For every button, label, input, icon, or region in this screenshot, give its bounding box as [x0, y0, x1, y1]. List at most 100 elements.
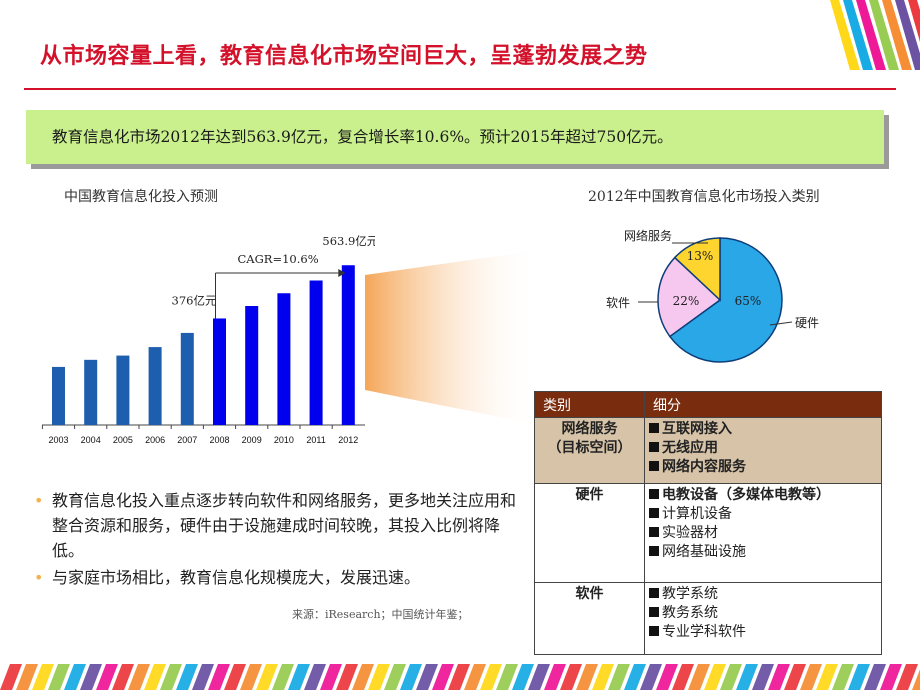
x-tick-label: 2011 — [306, 435, 325, 445]
bottom-stripe — [448, 664, 470, 690]
square-bullet-icon — [649, 461, 659, 471]
x-tick-label: 2003 — [48, 435, 68, 445]
bar-2003 — [52, 366, 65, 425]
subcategory-item: 实验器材 — [649, 524, 877, 543]
bottom-stripe — [560, 664, 582, 690]
bottom-stripe — [512, 664, 534, 690]
square-bullet-icon — [649, 423, 659, 433]
bottom-stripe — [848, 664, 870, 690]
pie-category-label: 硬件 — [795, 316, 819, 330]
bottom-stripe — [0, 664, 22, 690]
corner-stripe — [856, 0, 886, 70]
pie-category-label: 软件 — [606, 296, 630, 310]
subcategory-text: 实验器材 — [662, 525, 718, 542]
bottom-stripe — [544, 664, 566, 690]
pie-category-label: 网络服务 — [624, 228, 672, 243]
bottom-stripe — [80, 664, 102, 690]
x-tick-label: 2008 — [209, 435, 229, 445]
bottom-stripe — [384, 664, 406, 690]
subcategory-item: 网络基础设施 — [649, 543, 877, 562]
bottom-stripe — [832, 664, 854, 690]
bullet-dot-icon: • — [34, 568, 44, 587]
subcategory-text: 专业学科软件 — [662, 623, 746, 640]
subcategory-text: 教学系统 — [662, 585, 718, 602]
bar-chart: 2003 2004 2005 2006 2007 2008 2009 2010 2011 2012… — [41, 235, 375, 445]
pie-percent-label: 13% — [687, 249, 714, 263]
x-tick-label: 2012 — [338, 435, 358, 445]
bottom-stripe — [192, 664, 214, 690]
corner-stripe — [882, 0, 912, 70]
bottom-stripe — [208, 664, 230, 690]
subcategory-item: 无线应用 — [649, 439, 877, 458]
x-tick-label: 2005 — [113, 435, 133, 445]
subcategory-item: 计算机设备 — [649, 505, 877, 524]
source-note: 来源：iResearch；中国统计年鉴； — [292, 608, 469, 621]
bottom-stripe — [128, 664, 150, 690]
subcategory-text: 电教设备（多媒体电教等） — [662, 487, 830, 504]
cagr-label: CAGR=10.6% — [238, 252, 319, 266]
subcategory-text: 网络内容服务 — [662, 459, 746, 475]
corner-stripe — [895, 0, 920, 70]
bottom-stripe — [784, 664, 806, 690]
square-bullet-icon — [649, 606, 659, 617]
subcategory-item: 网络内容服务 — [649, 458, 877, 477]
table-row: 硬件 电教设备（多媒体电教等） 计算机设备 实验器材 网络基础设施 — [534, 483, 882, 583]
bottom-stripe — [176, 664, 198, 690]
bar-chart-title: 中国教育信息化投入预测 — [64, 189, 218, 205]
bottom-stripe — [864, 664, 886, 690]
subcategory-text: 无线应用 — [662, 440, 718, 456]
bottom-stripe — [320, 664, 342, 690]
subcategory-text: 计算机设备 — [662, 506, 732, 523]
bottom-stripe — [608, 664, 630, 690]
bar-2012 — [341, 265, 355, 425]
corner-stripe — [830, 0, 860, 70]
bottom-stripe — [16, 664, 38, 690]
summary-callout: 教育信息化市场2012年达到563.9亿元，复合增长率10.6%。预计2015年… — [26, 110, 884, 164]
bullet-list: • 教育信息化投入重点逐步转向软件和网络服务，更多地关注应用和整合资源和服务，硬… — [34, 488, 529, 592]
bottom-stripe — [288, 664, 310, 690]
square-bullet-icon — [649, 527, 659, 538]
bar-2010 — [277, 293, 291, 425]
bottom-stripe — [528, 664, 550, 690]
subcategory-item: 专业学科软件 — [649, 623, 877, 642]
title-divider — [24, 88, 896, 90]
square-bullet-icon — [649, 625, 659, 636]
x-tick-label: 2007 — [177, 435, 197, 445]
category-label: 软件 — [575, 585, 604, 602]
corner-stripe — [908, 0, 920, 42]
bottom-stripe — [896, 664, 918, 690]
start-value-label: 376亿元 — [172, 293, 217, 307]
bottom-stripe — [112, 664, 134, 690]
pie-chart: 65% 硬件 22% 软件 13% 网络服务 — [606, 228, 819, 363]
bottom-stripe — [624, 664, 646, 690]
table-header-subcategory: 细分 — [644, 391, 882, 418]
bottom-stripe — [880, 664, 902, 690]
corner-stripe — [869, 0, 899, 70]
bottom-stripe — [352, 664, 374, 690]
bullet-item: • 与家庭市场相比，教育信息化规模庞大，发展迅速。 — [34, 565, 529, 590]
bottom-stripe — [768, 664, 790, 690]
bottom-stripe — [816, 664, 838, 690]
table-cell-items: 教学系统 教务系统 专业学科软件 — [644, 581, 882, 656]
bottom-stripe — [240, 664, 262, 690]
bottom-stripe — [416, 664, 438, 690]
page-title: 从市场容量上看，教育信息化市场空间巨大，呈蓬勃发展之势 — [40, 44, 648, 69]
x-tick-label: 2004 — [81, 435, 101, 445]
bottom-stripe — [64, 664, 86, 690]
bullet-text: 与家庭市场相比，教育信息化规模庞大，发展迅速。 — [52, 568, 421, 587]
square-bullet-icon — [649, 546, 659, 557]
pie-slice-hardware — [668, 237, 783, 363]
x-tick-label: 2009 — [242, 435, 262, 445]
bottom-stripe — [576, 664, 598, 690]
corner-stripe — [843, 0, 873, 70]
pie-chart-title: 2012年中国教育信息化市场投入类别 — [588, 189, 820, 205]
bottom-stripe — [800, 664, 822, 690]
category-label: 网络服务 — [561, 421, 618, 437]
decorative-bottom-stripes — [0, 664, 920, 690]
bottom-stripe — [224, 664, 246, 690]
bottom-stripe — [160, 664, 182, 690]
table-header-category: 类别 — [534, 391, 645, 418]
bottom-stripe — [496, 664, 518, 690]
bottom-stripe — [720, 664, 742, 690]
bottom-stripe — [592, 664, 614, 690]
